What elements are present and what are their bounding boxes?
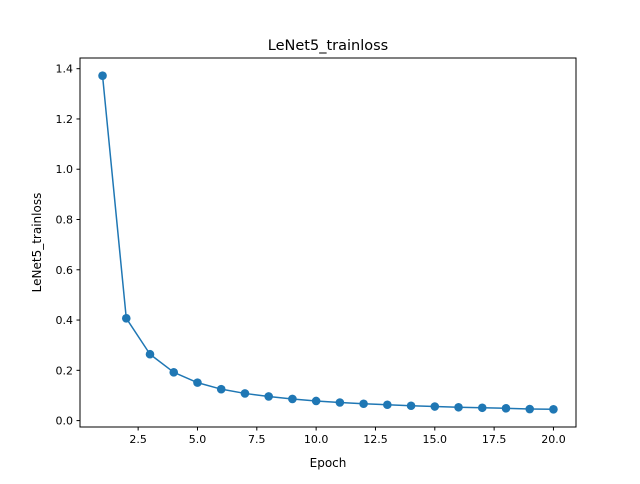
y-tick-label: 0.8 xyxy=(56,214,74,227)
data-point xyxy=(501,403,511,413)
ticks-layer: 2.5 5.0 7.5 10.0 12.5 15.0 17.5 20.0 0.0 0.2 0.4 0.… xyxy=(56,63,566,446)
data-point xyxy=(549,404,558,414)
data-point xyxy=(193,378,202,387)
y-tick-label: 1.2 xyxy=(56,113,74,126)
series-layer xyxy=(98,71,558,414)
x-axis-label: Epoch xyxy=(310,456,347,470)
data-point xyxy=(359,399,368,409)
data-point xyxy=(406,401,416,411)
data-point xyxy=(240,389,250,398)
x-tick-label: 20.0 xyxy=(541,433,566,446)
y-tick-label: 0.4 xyxy=(56,314,74,327)
x-tick-label: 7.5 xyxy=(248,433,266,446)
data-point xyxy=(311,396,321,406)
x-tick-label: 12.5 xyxy=(363,433,388,446)
data-point xyxy=(169,368,179,377)
data-point xyxy=(145,349,155,359)
x-tick-label: 2.5 xyxy=(129,433,147,446)
y-tick-label: 1.0 xyxy=(56,163,74,176)
x-tick-label: 15.0 xyxy=(423,433,448,446)
data-point xyxy=(430,402,440,411)
y-tick-label: 0.2 xyxy=(56,364,74,377)
chart-title: LeNet5_trainloss xyxy=(268,38,388,54)
data-point xyxy=(454,402,463,412)
axes-frame xyxy=(79,57,577,428)
data-point xyxy=(216,384,226,394)
data-point xyxy=(288,394,297,404)
data-point xyxy=(121,313,131,323)
data-point xyxy=(383,400,392,410)
x-tick-label: 17.5 xyxy=(482,433,507,446)
data-point xyxy=(335,398,345,407)
axes-background xyxy=(80,58,576,427)
data-point xyxy=(477,403,487,413)
data-point xyxy=(98,71,107,81)
x-tick-label: 5.0 xyxy=(189,433,207,446)
y-tick-label: 0.6 xyxy=(56,264,74,277)
data-point xyxy=(525,404,535,414)
y-tick-label: 1.4 xyxy=(56,63,74,76)
y-tick-label: 0.0 xyxy=(56,415,74,428)
data-point xyxy=(264,392,273,401)
x-tick-label: 10.0 xyxy=(304,433,329,446)
y-axis-label: LeNet5_trainloss xyxy=(30,193,44,293)
